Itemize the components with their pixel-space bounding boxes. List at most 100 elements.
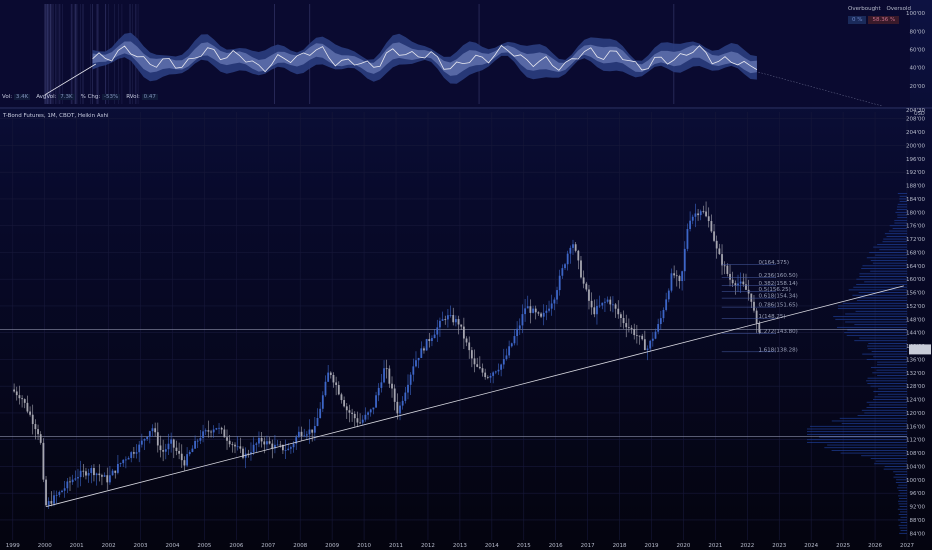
profile-bar [839,417,907,419]
profile-bar [876,369,907,371]
time-tick-label: 2000 [38,543,52,549]
candle-body [423,348,425,351]
candle-body [335,382,338,386]
time-tick-label: 2018 [613,543,627,549]
candle-body [351,412,354,414]
candle-body [119,463,122,465]
candle-body [462,326,465,339]
candle-body [670,273,673,291]
candle-body [489,375,492,378]
profile-bar [871,351,907,352]
price-tick-label: 128'00 [906,384,926,390]
price-tick-label: 168'00 [906,250,926,256]
candle-body [588,289,590,301]
profile-bar [842,302,907,304]
profile-bar [841,423,907,425]
profile-bar [882,241,907,243]
candle-body [103,475,106,477]
candle-body [319,408,322,418]
candle-body [731,279,734,284]
profile-bar [872,372,907,374]
profile-bar [900,522,907,524]
candle-body [627,327,630,329]
candle-body [212,429,215,433]
profile-bar [859,276,907,277]
profile-bar [807,433,907,435]
candle-body [718,248,721,255]
candle-body [303,435,306,437]
candle-body [324,381,327,396]
candle-body [665,299,668,310]
candle-body [452,315,455,323]
candle-body [332,374,335,383]
candle-body [723,265,726,267]
candle-body [167,443,170,450]
fibonacci-levels[interactable]: 0(164.375) 0.236(160.50) 0.382(158.14)0.5(… [721,260,798,353]
time-tick-label: 2008 [293,543,307,549]
profile-bar [895,474,907,475]
candle-body [659,318,662,325]
candle-body [494,371,497,373]
candle-body [691,216,694,221]
candle-body [345,406,348,411]
profile-bar [877,393,907,395]
candle-body [31,414,34,425]
candle-body [82,470,85,472]
candle-body [329,372,332,375]
price-tick-label: 164'00 [906,264,926,270]
candle-body [508,346,511,356]
time-axis[interactable]: 1999 2000 2001 2002 2003 2004 2005 2006 2007 2008… [6,543,915,549]
candle-body [53,495,55,504]
profile-bar [854,324,907,326]
stat-chg: % Chg: -53% [80,94,121,100]
candle-body [239,446,242,449]
candle-body [361,419,364,423]
candle-body [689,220,691,230]
horizontal-levels[interactable] [0,329,907,437]
price-tick-label: 160'00 [906,277,926,283]
price-tick-label: 148'00 [906,317,926,323]
profile-bar [899,492,907,494]
price-tick-label: 116'00 [906,424,926,430]
profile-bar [872,262,907,264]
price-tick-label: 104'00 [906,464,926,470]
candle-body [316,417,319,427]
profile-bar [837,305,907,307]
time-tick-label: 2019 [645,543,659,549]
profile-bar [883,238,907,240]
profile-bar [868,342,907,344]
stat-rvol: RVol: 0.47 [126,94,158,100]
profile-bar [898,490,907,491]
candle-body [61,490,63,493]
price-axis[interactable]: 208'00 204'00 200'00 196'00 192'00 188'00 184'… [906,117,931,538]
main-grid [0,112,908,540]
time-tick-label: 2002 [102,543,116,549]
profile-bar [870,385,907,387]
time-tick-label: 2007 [261,543,275,549]
time-tick-label: 2027 [900,543,914,549]
candle-body [247,453,250,455]
overbought-value: 0 % [848,16,867,24]
candle-body [705,211,707,217]
candle-body [111,470,114,476]
candle-body [244,453,247,458]
profile-bar [855,310,907,312]
candle-body [417,357,420,361]
candle-body [580,260,582,278]
time-tick-label: 2010 [357,543,371,549]
indicator-band-inner [92,41,757,76]
candle-body [202,431,204,438]
trendline[interactable] [46,285,904,507]
price-tick-label: 192'00 [906,170,926,176]
volume-stats: Vol: 3.4K AvgVol: 7.3K % Chg: -53% RVol:… [2,94,158,100]
candle-body [367,412,369,415]
candle-body [702,211,705,213]
profile-bar [864,412,907,414]
candle-body [300,431,303,437]
candle-body [468,342,471,351]
profile-bar [869,252,907,253]
indicator-axis: 100'00 80'00 60'00 40'00 20'00 204'30 [906,11,926,114]
candle-body [321,395,324,409]
candle-body [393,388,396,402]
